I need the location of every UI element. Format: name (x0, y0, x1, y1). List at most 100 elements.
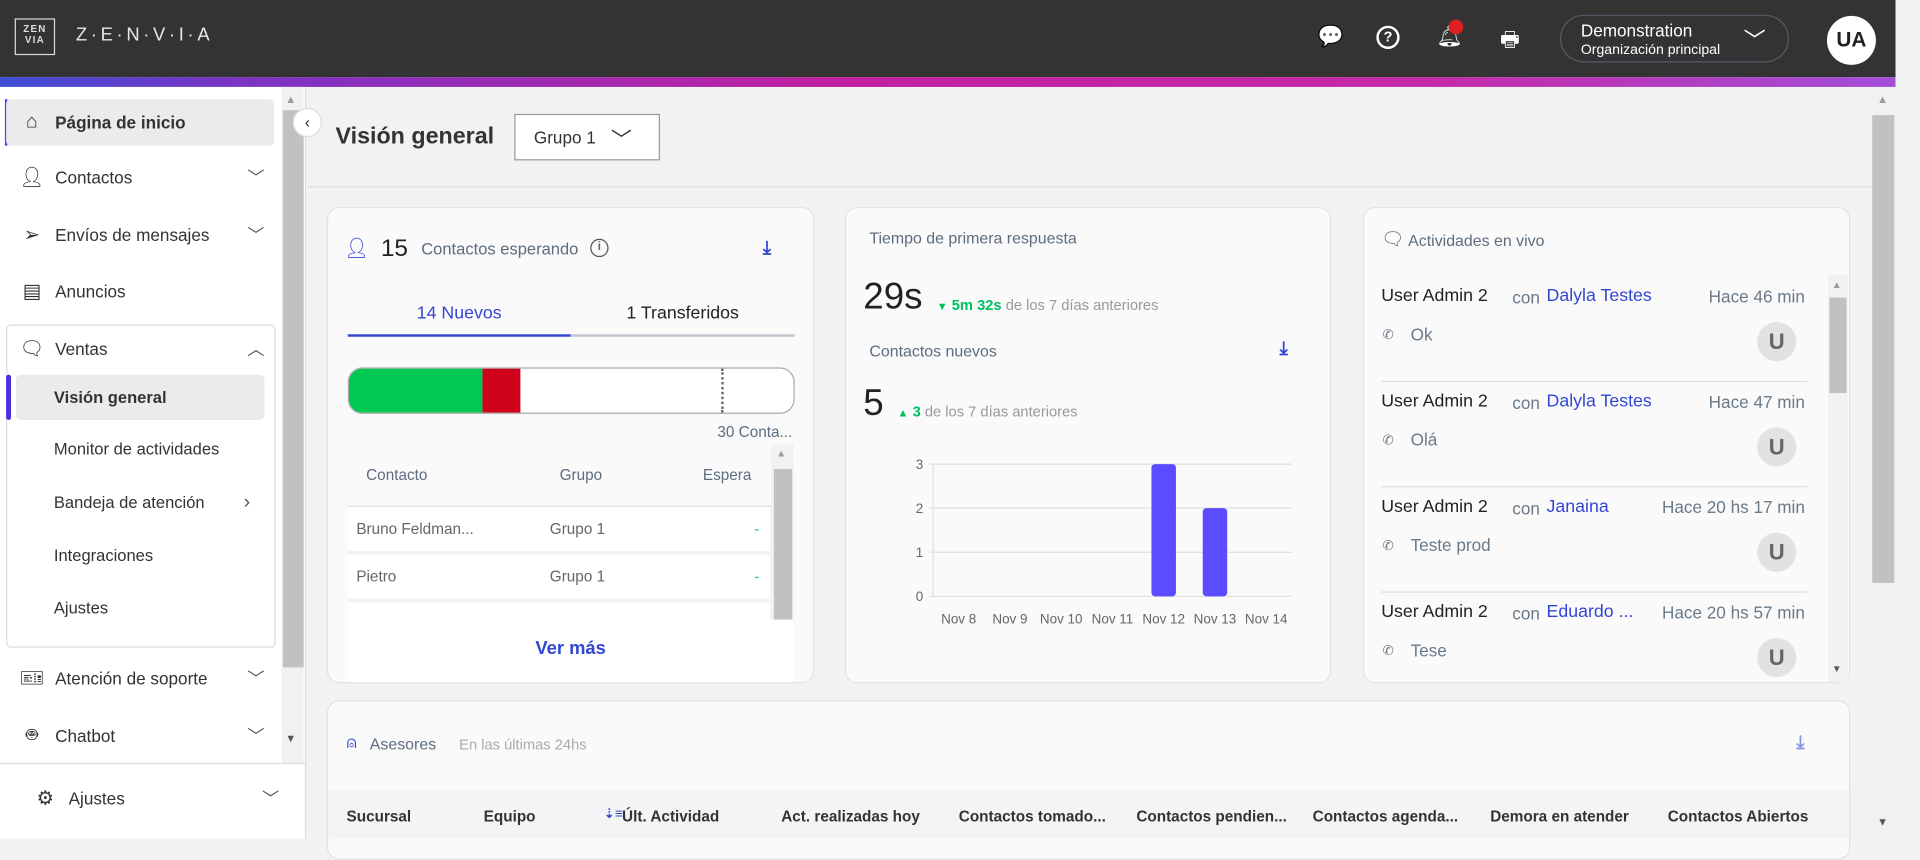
advisors-column-header[interactable]: Últ. Actividad (622, 808, 720, 826)
advisors-column-header[interactable]: Contactos agenda... (1312, 808, 1459, 826)
table-row[interactable]: Bruno Feldman... Grupo 1 - (347, 506, 771, 552)
scroll-down-icon[interactable]: ▼ (1831, 663, 1842, 675)
column-header-contact[interactable]: Contacto (366, 466, 428, 484)
zenvia-logo-mark: ZEN VIA (14, 18, 56, 56)
x-tick-label: Nov 11 (1092, 611, 1134, 626)
scroll-up-icon[interactable]: ▲ (1831, 279, 1842, 291)
divider (1381, 486, 1808, 488)
sidebar-subitem-activity-monitor[interactable]: Monitor de actividades (53, 439, 220, 458)
activity-time: Hace 20 hs 17 min (1661, 497, 1805, 517)
organization-selector[interactable]: Demonstration Organización principal ﹀ (1560, 14, 1789, 63)
x-tick-label: Nov 8 (941, 611, 976, 626)
advisors-column-header[interactable]: Contactos tomado... (958, 808, 1106, 826)
main-scroll-thumb[interactable] (1872, 115, 1895, 583)
progress-red-segment (482, 368, 521, 413)
activity-contact-link[interactable]: Dalyla Testes (1546, 286, 1652, 307)
user-clock-icon: 👤︎ (344, 238, 369, 260)
limit-marker (721, 368, 724, 413)
activity-item[interactable]: User Admin 2 con Eduardo ... Hace 20 hs … (1381, 600, 1807, 698)
sidebar-item-label: Página de inicio (55, 112, 186, 133)
sidebar-item-label: Ventas (55, 339, 108, 359)
activities-scroll-thumb[interactable] (1829, 297, 1847, 394)
sidebar-subitem-label: Bandeja de atención (53, 493, 205, 512)
column-header-wait[interactable]: Espera (702, 466, 752, 484)
zenvia-logo-text[interactable]: Z·E·N·V·I·A (75, 24, 214, 46)
cell-contact: Bruno Feldman... (356, 520, 474, 538)
user-avatar[interactable]: UA (1826, 15, 1876, 65)
sidebar-scroll-thumb[interactable] (282, 110, 304, 668)
sidebar-item-messages[interactable]: ➢ Envíos de mensajes ﹀ (6, 212, 274, 259)
table-row[interactable] (347, 602, 771, 620)
table-scroll-thumb[interactable] (773, 468, 793, 620)
ticket-icon: 🎫︎ (19, 668, 45, 690)
chat-icon: 🗨︎ (1381, 228, 1405, 250)
sort-icon[interactable]: ⇣≡ (603, 806, 623, 822)
chevron-up-icon: ︿ (247, 339, 265, 359)
sidebar-item-support[interactable]: 🎫︎ Atención de soporte ﹀ (6, 655, 274, 702)
table-row[interactable]: Pietro Grupo 1 - (347, 554, 771, 599)
page-title: Visión general (335, 123, 495, 150)
whatsapp-icon: ✆ (1382, 644, 1394, 659)
chat-icon: 🗨︎ (19, 339, 45, 361)
activity-contact-link[interactable]: Dalyla Testes (1546, 391, 1652, 412)
sidebar-subitem-inbox[interactable]: Bandeja de atención › (16, 480, 265, 525)
sidebar-item-home[interactable]: ⌂ Página de inicio (6, 99, 275, 146)
sidebar-subitem-settings[interactable]: Ajustes (53, 598, 109, 618)
advisors-column-header[interactable]: Demora en atender (1490, 808, 1629, 826)
scroll-down-icon[interactable]: ▼ (1877, 815, 1889, 828)
advisors-column-header[interactable]: Act. realizadas hoy (781, 808, 920, 826)
scroll-down-icon[interactable]: ▼ (285, 732, 297, 745)
scroll-up-icon[interactable]: ▲ (1877, 93, 1889, 106)
download-icon[interactable]: ⤓ (1279, 337, 1288, 359)
activity-user: User Admin 2 (1381, 391, 1488, 412)
activity-time: Hace 47 min (1708, 391, 1805, 412)
sidebar-footer-settings[interactable]: ⚙ Ajustes ﹀ (20, 775, 289, 822)
divider (0, 762, 307, 765)
sidebar-item-chatbot[interactable]: 🤖︎ Chatbot ﹀ (6, 713, 274, 760)
column-header-group[interactable]: Grupo (559, 466, 603, 484)
gradient-strip (0, 77, 1896, 87)
help-icon[interactable]: ? (1376, 25, 1400, 49)
activity-contact-link[interactable]: Eduardo ... (1546, 602, 1634, 623)
download-icon[interactable]: ⤓ (762, 237, 771, 259)
activity-avatar: U (1757, 637, 1797, 678)
chat-help-icon[interactable]: 💬 (1317, 24, 1344, 48)
activity-item[interactable]: User Admin 2 con Dalyla Testes Hace 46 m… (1381, 284, 1807, 382)
advisors-column-header[interactable]: Contactos Abiertos (1667, 808, 1809, 826)
activity-item[interactable]: User Admin 2 con Janaina Hace 20 hs 17 m… (1381, 495, 1807, 593)
response-title: Tiempo de primera respuesta (869, 228, 1077, 248)
sidebar-item-ads[interactable]: ▤ Anuncios (6, 268, 274, 315)
chevron-down-icon: ﹀ (611, 128, 632, 152)
sidebar-item-sales[interactable]: 🗨︎ Ventas ︿ (6, 326, 274, 373)
home-icon: ⌂ (25, 111, 38, 133)
sidebar-subitem-integrations[interactable]: Integraciones (53, 546, 154, 565)
advisors-column-header[interactable]: Sucursal (346, 808, 412, 826)
gear-icon: ⚙ (36, 788, 55, 810)
waiting-progress-bar (347, 367, 795, 414)
divider (1381, 591, 1808, 593)
activity-contact-link[interactable]: Janaina (1546, 497, 1609, 517)
scroll-up-icon[interactable]: ▲ (776, 448, 787, 460)
sidebar-subitem-overview[interactable]: Visión general (15, 374, 265, 421)
printer-icon[interactable]: 🖶 (1500, 28, 1520, 52)
tab-transferred[interactable]: 1 Transferidos (626, 303, 739, 324)
group-select-value: Grupo 1 (533, 127, 596, 147)
advisors-column-header[interactable]: Contactos pendien... (1136, 808, 1287, 826)
scroll-up-icon[interactable]: ▲ (285, 93, 297, 106)
sidebar-item-label: Anuncios (55, 281, 126, 302)
chevron-down-icon: ﹀ (247, 225, 265, 245)
activity-item[interactable]: User Admin 2 con Dalyla Testes Hace 47 m… (1381, 389, 1807, 487)
advisors-column-header[interactable]: Equipo (483, 808, 536, 826)
sidebar-item-contacts[interactable]: 👤︎ Contactos ﹀ (6, 154, 274, 201)
info-icon[interactable]: i (590, 238, 609, 258)
group-select[interactable]: Grupo 1 ﹀ (514, 113, 661, 161)
bar (1151, 464, 1176, 597)
see-more-link[interactable]: Ver más (535, 637, 606, 659)
waiting-count: 15 (380, 235, 409, 263)
cell-group: Grupo 1 (549, 568, 606, 586)
page-scrollbar[interactable] (1895, 0, 1920, 839)
new-contacts-delta: ▲ 3 de los 7 días anteriores (898, 403, 1078, 420)
collapse-sidebar-button[interactable]: ‹ (292, 107, 323, 138)
download-icon[interactable]: ⤓ (1796, 732, 1805, 754)
tab-new[interactable]: 14 Nuevos (416, 303, 502, 324)
